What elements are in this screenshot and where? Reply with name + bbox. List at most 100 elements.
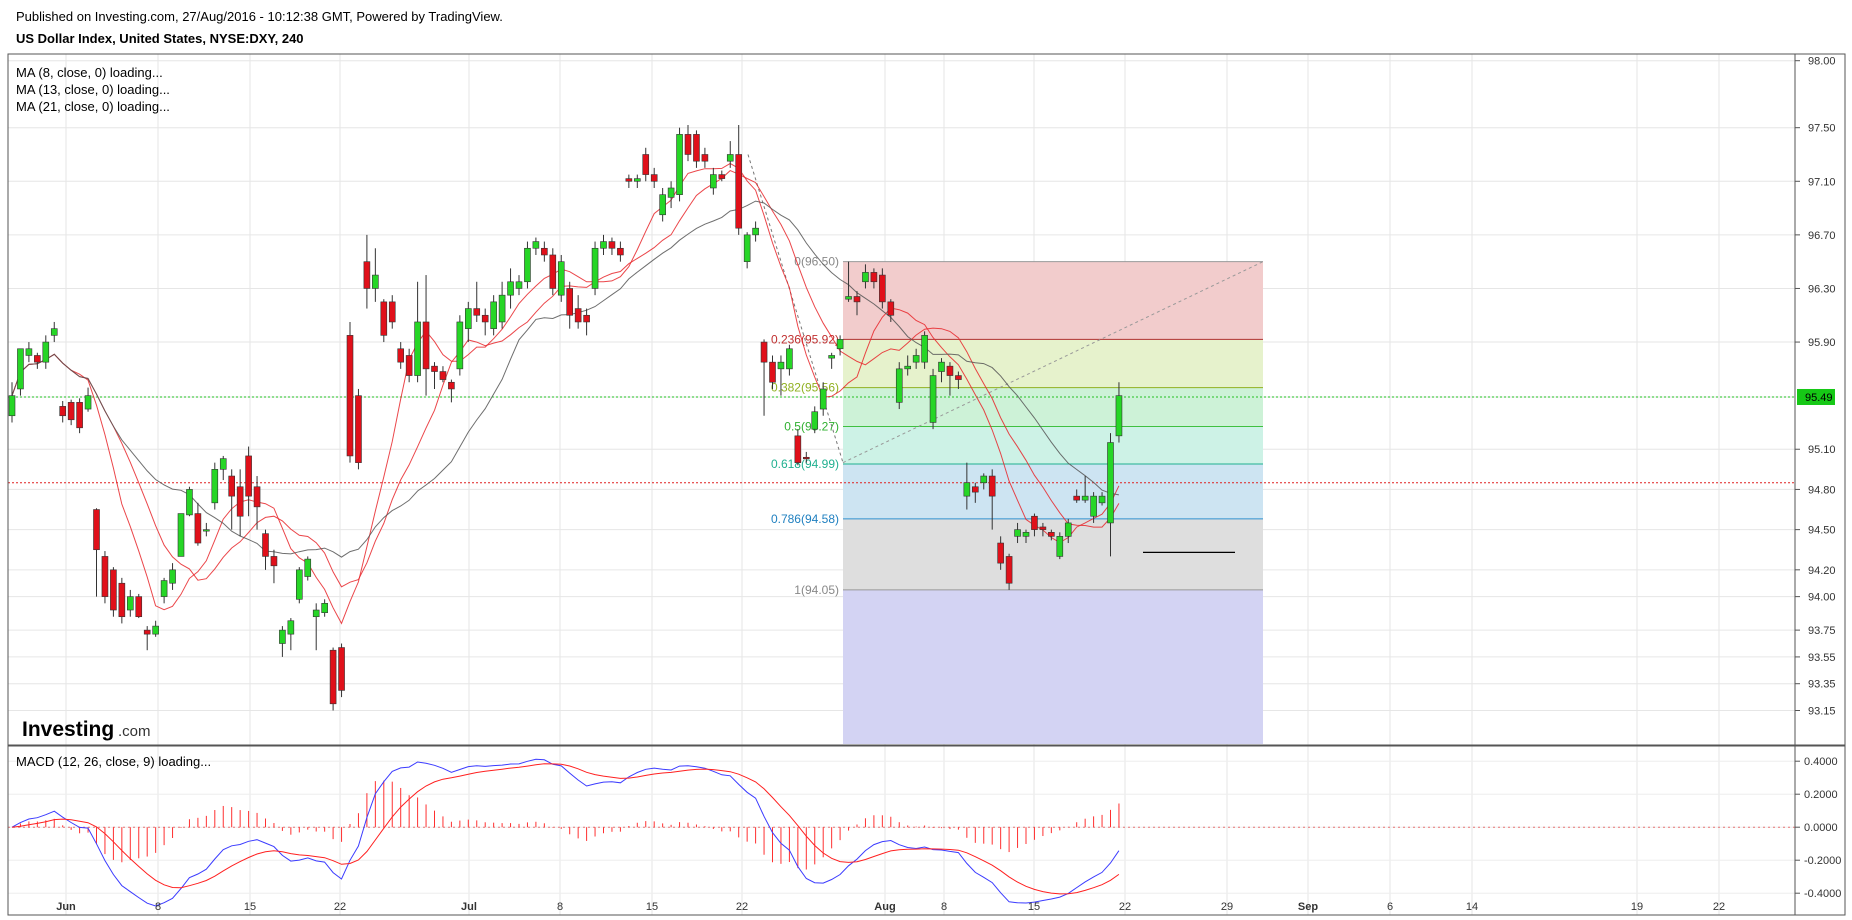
- fib-zone: [843, 518, 1263, 590]
- ma8-legend: MA (8, close, 0) loading...: [16, 65, 163, 80]
- candle-body: [938, 361, 945, 372]
- candle-body: [1031, 515, 1038, 530]
- time-tick-label: 14: [1466, 901, 1478, 913]
- candle-body: [490, 301, 497, 329]
- fib-level-label: 0.618(94.99): [771, 457, 839, 471]
- candle-body: [127, 596, 134, 611]
- candle-body: [777, 361, 785, 370]
- candle-body: [879, 274, 886, 303]
- price-tick-label: 98.00: [1808, 56, 1836, 68]
- candle-body: [633, 178, 641, 182]
- candle-body: [50, 328, 58, 336]
- candle-body: [481, 314, 489, 323]
- macd-border: [7, 744, 1846, 916]
- fib-zone: [843, 261, 1263, 340]
- ma8-line: [11, 162, 1120, 625]
- candle-body: [380, 301, 388, 336]
- current-price-badge: [1797, 388, 1835, 405]
- candle-body: [600, 241, 607, 249]
- candle-body: [1073, 495, 1080, 501]
- candle-body: [735, 154, 743, 229]
- current-price-label: 95.49: [1805, 392, 1833, 404]
- candle-body: [279, 629, 286, 644]
- published-caption: Published on Investing.com, 27/Aug/2016 …: [16, 9, 503, 24]
- candle-body: [177, 513, 185, 557]
- signal-line: [11, 763, 1120, 895]
- candle-body: [321, 603, 328, 613]
- time-tick-label: Jun: [56, 901, 76, 913]
- price-tick-label: 97.50: [1808, 123, 1836, 135]
- candle-body: [236, 486, 244, 517]
- candle-body: [608, 241, 616, 249]
- time-tick-label: Sep: [1298, 901, 1318, 913]
- candle-body: [574, 308, 582, 323]
- candle-body: [93, 509, 100, 551]
- candle-body: [25, 348, 33, 356]
- time-tick-label: 22: [736, 901, 748, 913]
- candle-body: [701, 154, 709, 162]
- candle-body: [963, 482, 971, 497]
- time-tick-label: 22: [334, 901, 346, 913]
- candle-body: [312, 609, 320, 618]
- indicator-legends: MA (8, close, 0) loading... MA (13, clos…: [16, 65, 211, 769]
- candle-body: [828, 355, 835, 359]
- candle-body: [524, 247, 531, 283]
- candle-body: [363, 261, 371, 289]
- candle-body: [549, 254, 557, 289]
- candle-body: [794, 435, 802, 463]
- candle-body: [752, 227, 759, 236]
- candle-body: [169, 569, 176, 584]
- candle-body: [912, 355, 920, 363]
- candle-body: [464, 308, 472, 329]
- ma13-line: [11, 170, 1120, 588]
- candle-body: [355, 395, 362, 463]
- panel-frames: [7, 53, 1846, 916]
- candle-body: [819, 388, 827, 410]
- time-tick-label: 15: [1028, 901, 1040, 913]
- fib-zone: [843, 339, 1263, 388]
- candle-body: [304, 558, 312, 577]
- candle-body: [143, 629, 151, 635]
- ma21-legend: MA (21, close, 0) loading...: [16, 99, 170, 114]
- fibonacci-retracement[interactable]: 0(96.50)0.236(95.92)0.382(95.56)0.5(95.2…: [747, 154, 1264, 744]
- logo-wordmark: Investing: [22, 718, 114, 741]
- macd-tick-label: 0.4000: [1804, 756, 1838, 768]
- candle-body: [448, 381, 455, 390]
- time-tick-label: 8: [155, 901, 161, 913]
- candle-body: [955, 375, 962, 380]
- candle-body: [329, 649, 337, 705]
- candle-body: [650, 174, 658, 182]
- candle-body: [1005, 556, 1013, 584]
- price-tick-label: 94.80: [1808, 484, 1836, 496]
- candle-body: [887, 301, 895, 316]
- candle-body: [507, 281, 514, 296]
- macd-axis: 0.4000 0.2000 0.0000 -0.2000 -0.4000: [1795, 756, 1841, 900]
- candle-body: [532, 241, 540, 249]
- macd-line: [11, 758, 1120, 907]
- price-tick-label: 94.50: [1808, 525, 1836, 537]
- fib-level-label: 0.786(94.58): [771, 512, 839, 526]
- candle-body: [853, 296, 861, 303]
- fib-level-label: 0(96.50): [794, 255, 839, 269]
- candle-body: [1107, 442, 1114, 524]
- candle-body: [253, 486, 261, 508]
- time-tick-label: 15: [244, 901, 256, 913]
- macd-tick-label: 0.0000: [1804, 822, 1838, 834]
- candle-body: [541, 247, 548, 256]
- candle-body: [118, 582, 126, 618]
- investing-logo: Investing .com: [22, 718, 151, 741]
- candle-body: [498, 294, 506, 323]
- macd-legend: MACD (12, 26, close, 9) loading...: [16, 754, 211, 769]
- candle-body: [718, 174, 726, 179]
- moving-averages: [11, 162, 1120, 625]
- candle-body: [769, 361, 776, 383]
- candle-body: [152, 625, 159, 635]
- candle-body: [676, 134, 683, 195]
- candle-body: [270, 556, 278, 567]
- candle-body: [34, 355, 41, 363]
- candle-body: [372, 274, 379, 289]
- candle-body: [135, 596, 143, 618]
- candle-body: [1048, 532, 1055, 537]
- candle-body: [8, 395, 16, 417]
